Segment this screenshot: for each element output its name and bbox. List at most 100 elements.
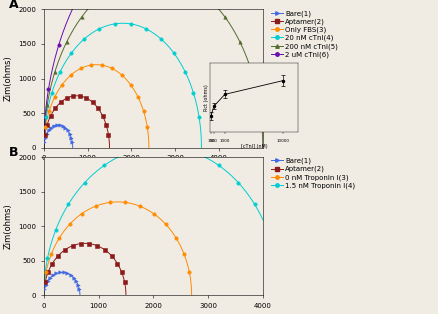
Point	[50, 123, 57, 128]
Point	[48, 252, 55, 257]
Point	[81, 180, 88, 185]
Point	[333, 87, 340, 92]
Point	[63, 40, 70, 45]
Point	[69, 139, 76, 144]
Point	[107, 200, 114, 205]
Point	[248, 69, 255, 74]
Point	[42, 280, 49, 285]
Point	[43, 114, 50, 119]
Point	[64, 271, 71, 276]
Point	[88, 62, 95, 68]
Point	[150, 211, 157, 216]
Point	[95, 106, 102, 111]
Point	[66, 222, 73, 227]
Point	[111, 21, 118, 26]
Point	[123, 151, 130, 156]
Point	[49, 261, 56, 266]
Point	[251, 202, 258, 207]
Y-axis label: Rct (ohms): Rct (ohms)	[204, 84, 209, 111]
Point	[45, 87, 52, 92]
Point	[108, 253, 115, 258]
Point	[44, 122, 51, 127]
Point	[264, 227, 271, 232]
Point	[46, 109, 53, 114]
Point	[122, 200, 129, 205]
Point	[71, 2, 78, 7]
Point	[323, 42, 330, 47]
Point	[144, 124, 151, 129]
Point	[114, 261, 121, 266]
Point	[134, 95, 141, 100]
Point	[78, 211, 85, 216]
Point	[64, 96, 71, 101]
Point	[118, 270, 125, 275]
Point	[78, 14, 85, 19]
Point	[42, 135, 49, 140]
Point	[101, 247, 108, 252]
Point	[162, 222, 170, 227]
Point	[52, 106, 59, 111]
Point	[121, 280, 128, 285]
Legend: Bare(1), Aptamer(2), Only FBS(3), 20 nM cTnI(4), 200 nM cTnI(5), 2 uM cTnI(6): Bare(1), Aptamer(2), Only FBS(3), 20 nM …	[271, 10, 338, 58]
Point	[49, 273, 57, 278]
Y-axis label: Zim(ohms): Zim(ohms)	[4, 203, 13, 249]
Point	[57, 270, 64, 275]
Point	[181, 69, 188, 74]
Point	[51, 69, 58, 74]
Point	[56, 236, 63, 241]
Y-axis label: Zim(ohms): Zim(ohms)	[4, 56, 13, 101]
Point	[136, 204, 143, 209]
Point	[57, 100, 64, 105]
Point	[60, 270, 67, 275]
Point	[118, 73, 125, 78]
Point	[180, 252, 187, 257]
Point	[59, 123, 66, 128]
Point	[64, 128, 71, 133]
Point	[53, 271, 60, 276]
Point	[61, 247, 68, 252]
X-axis label: Zre(ohms): Zre(ohms)	[131, 167, 175, 176]
Point	[83, 96, 90, 101]
Point	[48, 125, 55, 130]
Point	[170, 51, 177, 56]
Point	[70, 275, 77, 280]
Point	[81, 36, 88, 41]
Point	[221, 14, 228, 19]
Point	[195, 114, 202, 119]
Point	[193, 151, 200, 156]
Point	[56, 122, 63, 127]
Point	[67, 73, 74, 78]
Point	[45, 270, 52, 275]
Point	[45, 128, 52, 133]
Point	[127, 82, 134, 87]
Point	[173, 236, 180, 241]
Point	[143, 26, 150, 31]
Point	[307, 2, 314, 7]
Point	[69, 243, 76, 248]
Point	[52, 227, 59, 232]
Point	[41, 132, 48, 137]
Point	[46, 275, 53, 280]
Point	[44, 279, 51, 284]
Point	[51, 95, 58, 100]
Point	[77, 66, 84, 71]
Point	[102, 122, 110, 127]
Point	[235, 180, 242, 185]
Point	[77, 241, 84, 246]
Point	[42, 283, 49, 288]
Point	[105, 132, 112, 137]
Point	[94, 243, 101, 248]
Point	[57, 69, 64, 74]
Point	[186, 269, 193, 274]
Point	[95, 26, 102, 31]
Point	[215, 163, 222, 168]
Point	[101, 163, 108, 168]
Point	[127, 21, 134, 26]
Point	[73, 279, 80, 284]
Legend: Bare(1), Aptamer(2), 0 nM Troponin I(3), 1.5 nM Troponin I(4): Bare(1), Aptamer(2), 0 nM Troponin I(3),…	[271, 158, 355, 189]
Point	[99, 113, 106, 118]
Point	[41, 287, 48, 292]
Point	[70, 94, 77, 99]
Point	[42, 124, 49, 129]
Point	[48, 90, 55, 95]
